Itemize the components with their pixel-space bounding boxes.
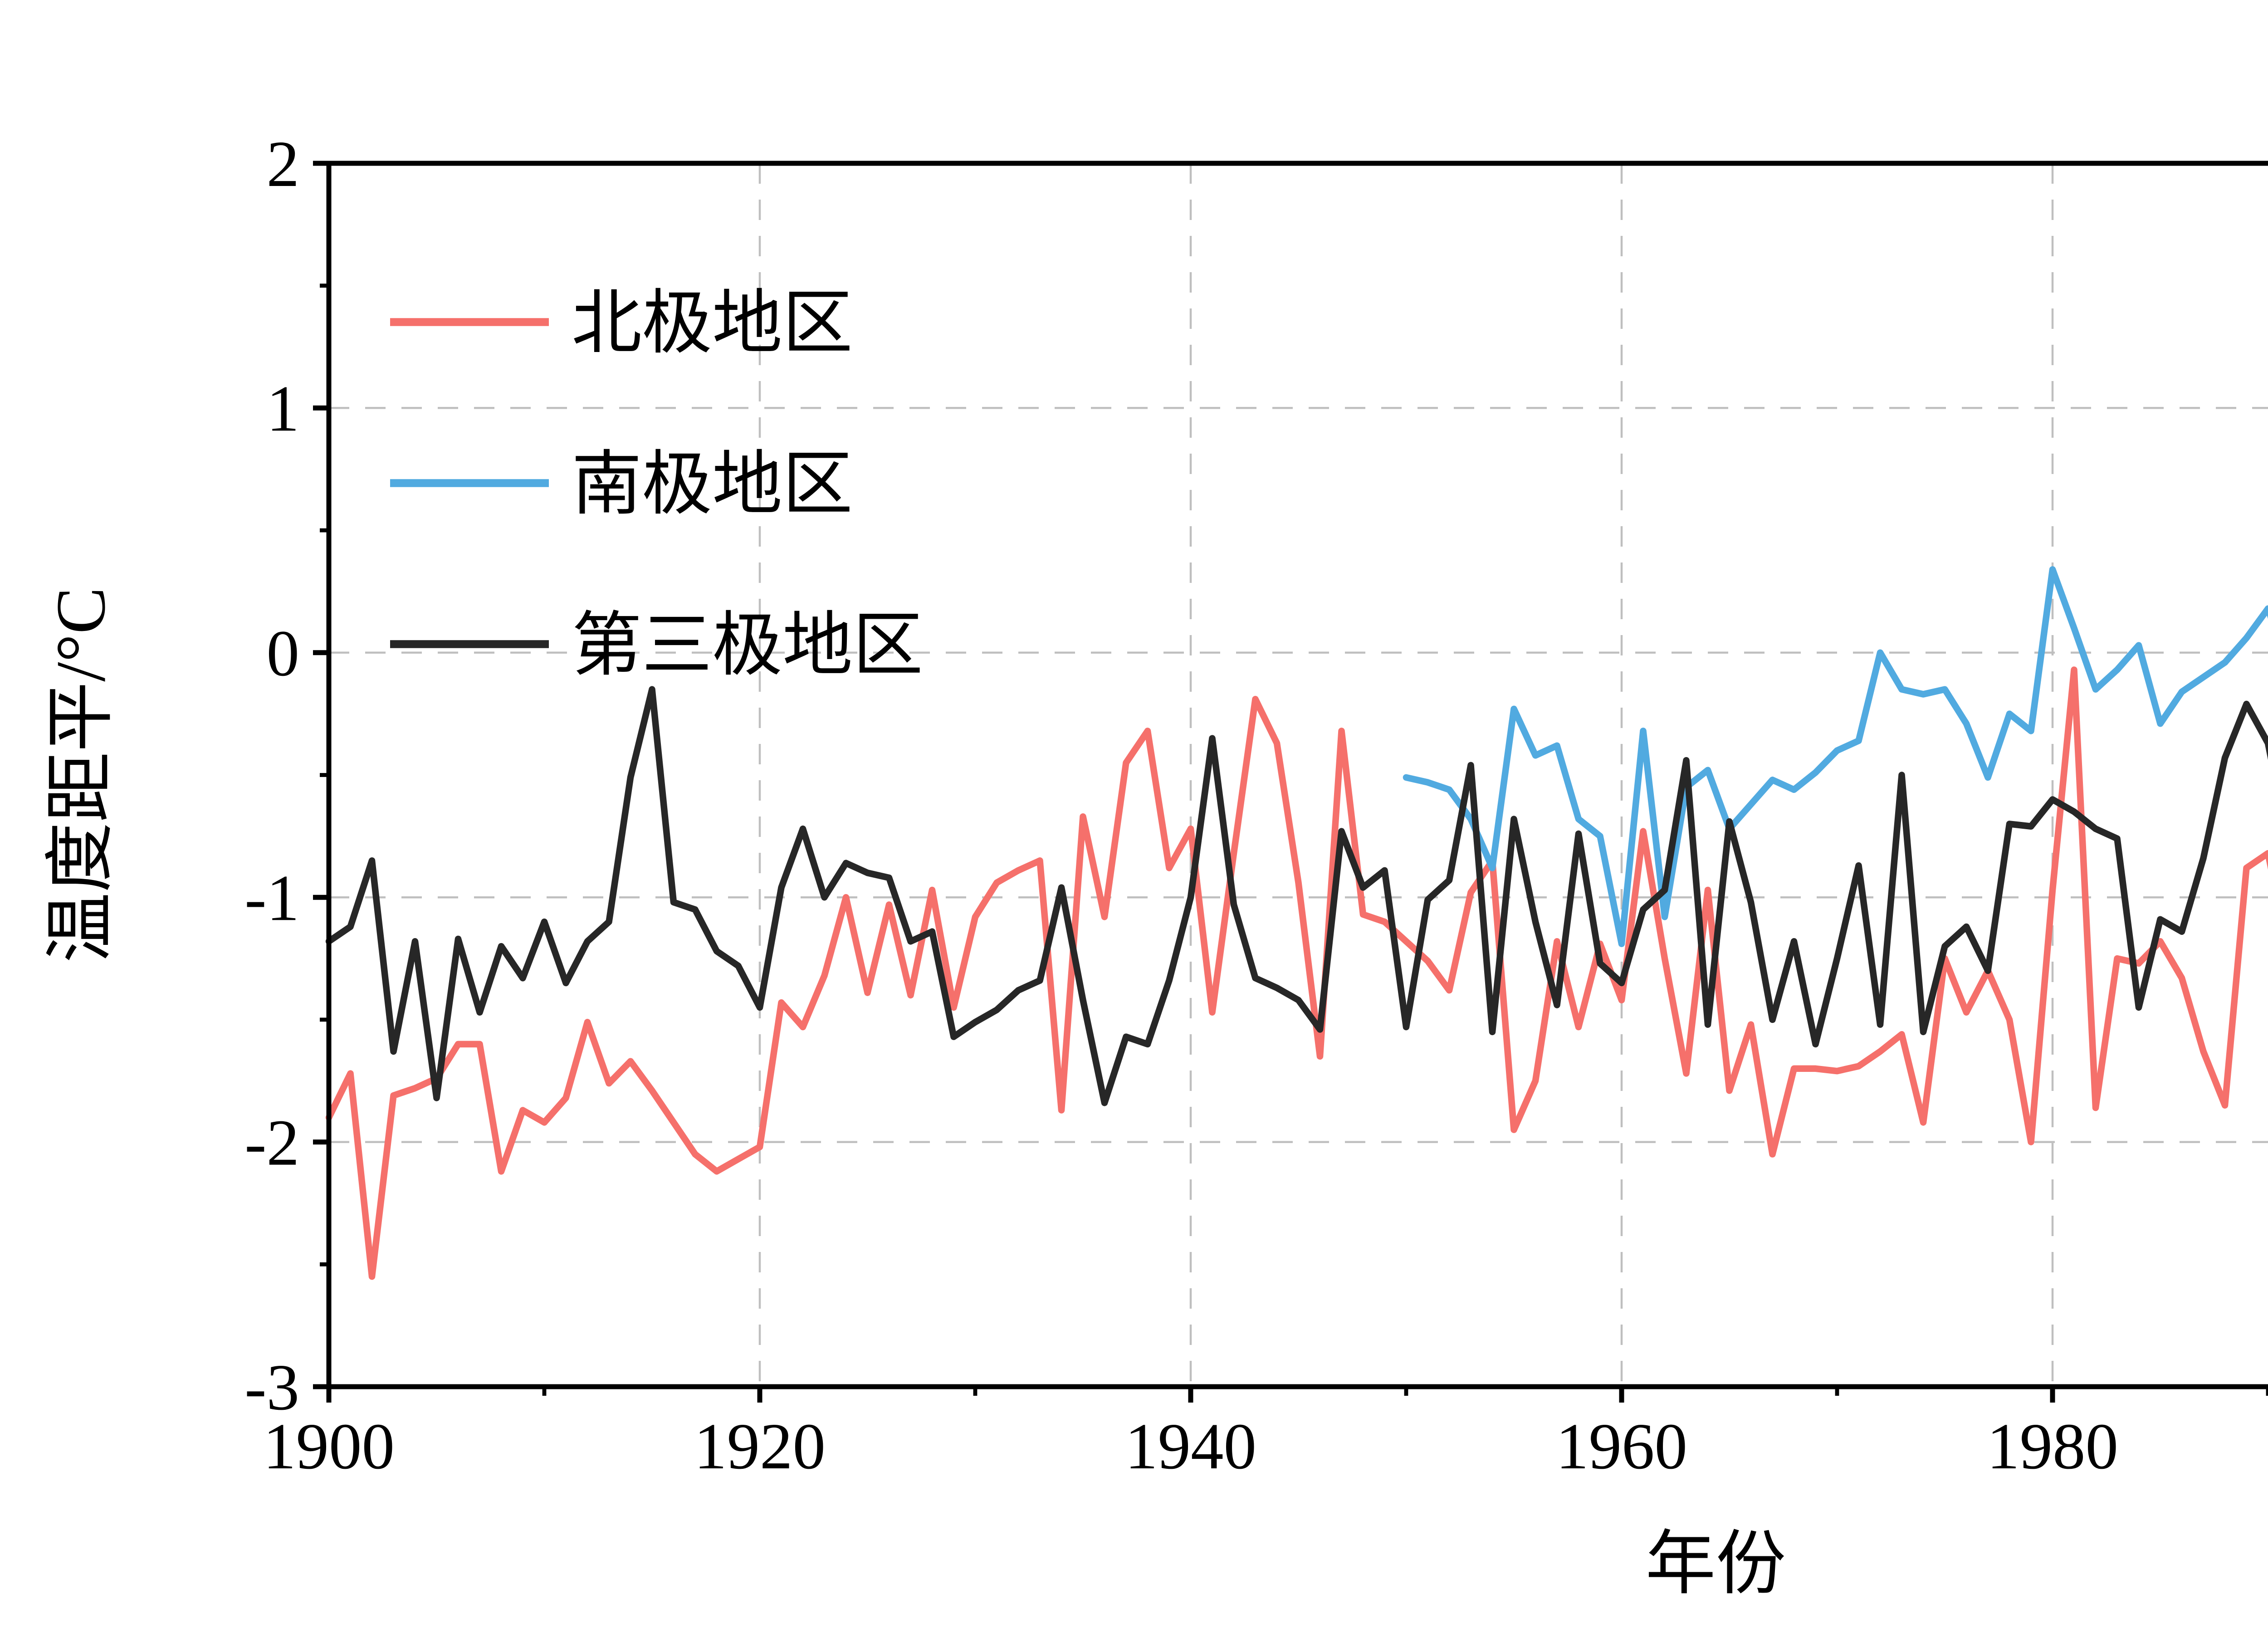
- x-tick-label-1960: 1960: [1556, 1410, 1687, 1483]
- legend-item-antarctic: 南极地区: [390, 445, 853, 523]
- legend-label: 第三极地区: [572, 606, 923, 684]
- y-tick-label--3: -3: [244, 1351, 299, 1424]
- x-tick-label-1940: 1940: [1125, 1410, 1256, 1483]
- y-axis-title: 温度距平/°C: [42, 587, 120, 963]
- legend-item-third-pole: 第三极地区: [390, 606, 923, 684]
- y-tick-label--1: -1: [244, 862, 299, 934]
- series-line-arctic: [325, 666, 2268, 1280]
- legend-item-arctic: 北极地区: [390, 284, 853, 362]
- legend-label: 北极地区: [572, 284, 853, 362]
- y-tick-label-1: 1: [267, 372, 300, 445]
- x-axis-title: 年份: [1646, 1525, 1786, 1603]
- x-tick-label-1980: 1980: [1987, 1410, 2118, 1483]
- y-tick-label-0: 0: [267, 617, 300, 690]
- series-line-third-pole: [325, 686, 2268, 1106]
- y-tick-label-2: 2: [267, 128, 300, 200]
- series-line-antarctic: [1403, 566, 2268, 947]
- x-tick-label-1900: 1900: [263, 1410, 395, 1483]
- y-tick-label--2: -2: [244, 1107, 299, 1179]
- legend-label: 南极地区: [572, 445, 853, 523]
- x-tick-label-1920: 1920: [694, 1410, 826, 1483]
